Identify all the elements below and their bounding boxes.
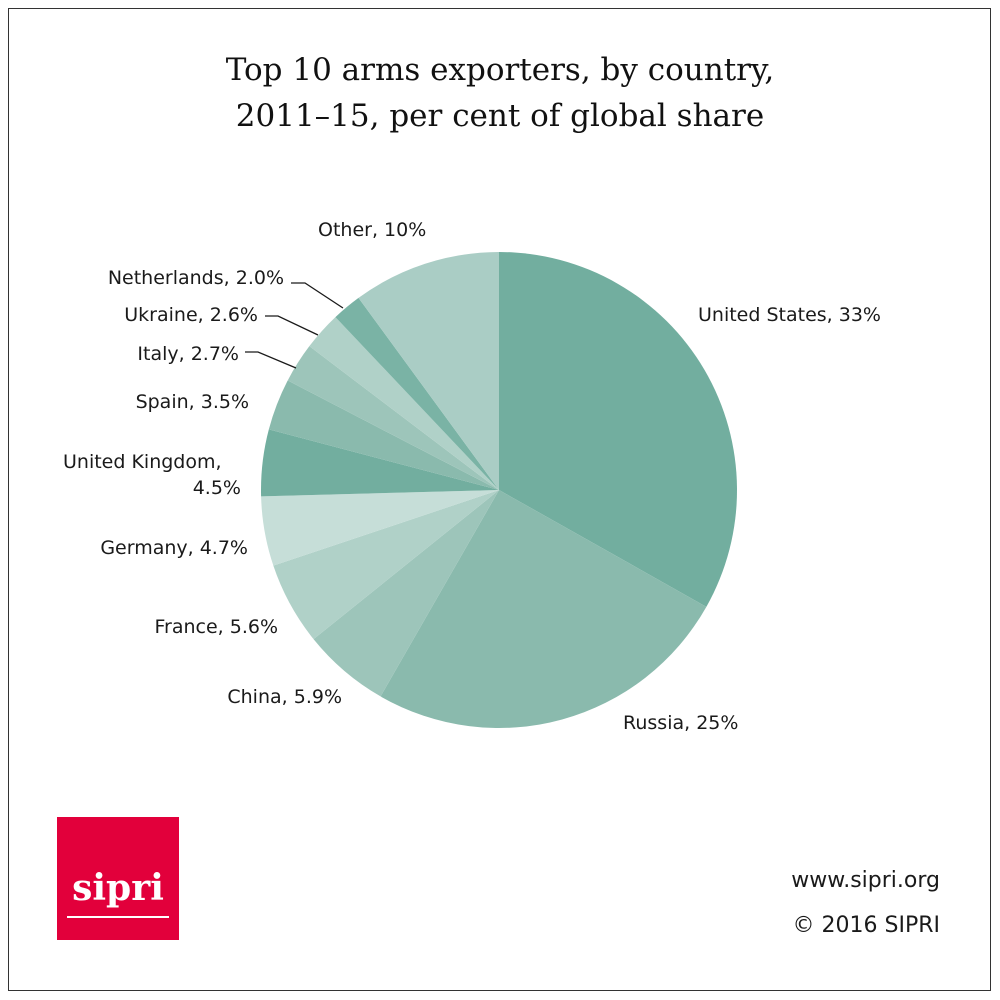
pie-slice-ukraine <box>309 317 499 490</box>
label-united-kingdom-value: 4.5% <box>192 477 241 499</box>
leader-line-netherlands <box>291 282 344 309</box>
pie-slice-italy <box>287 346 499 490</box>
pie-slice-netherlands <box>335 297 499 490</box>
leader-line-italy <box>245 351 297 369</box>
label-germany: Germany, 4.7% <box>100 537 248 559</box>
leader-line-ukraine <box>265 315 319 336</box>
pie-slice-china <box>313 490 499 697</box>
pie-slice-other <box>358 252 499 490</box>
label-italy: Italy, 2.7% <box>137 343 239 365</box>
label-china: China, 5.9% <box>227 686 342 708</box>
footer-url[interactable]: www.sipri.org <box>791 868 940 893</box>
chart-title-line-1: Top 10 arms exporters, by country, <box>225 52 775 88</box>
label-united-states: United States, 33% <box>698 304 881 326</box>
pie-slice-united-states <box>499 252 738 607</box>
label-france: France, 5.6% <box>154 616 278 638</box>
label-russia: Russia, 25% <box>623 712 739 734</box>
label-ukraine: Ukraine, 2.6% <box>124 304 258 326</box>
frame-border <box>8 8 991 991</box>
label-spain: Spain, 3.5% <box>135 391 249 413</box>
label-united-kingdom: United Kingdom, <box>63 451 222 473</box>
label-netherlands: Netherlands, 2.0% <box>107 267 284 289</box>
pie-slice-spain <box>268 380 499 490</box>
chart-title-line-2: 2011–15, per cent of global share <box>235 98 765 134</box>
pie-slice-germany <box>261 490 499 566</box>
footer-copyright: © 2016 SIPRI <box>792 913 940 938</box>
sipri-logo: sipri <box>57 817 179 940</box>
pie-slice-united-kingdom <box>261 429 499 497</box>
label-other: Other, 10% <box>318 219 427 241</box>
pie-slice-russia <box>380 490 707 729</box>
pie-slice-france <box>273 490 499 640</box>
